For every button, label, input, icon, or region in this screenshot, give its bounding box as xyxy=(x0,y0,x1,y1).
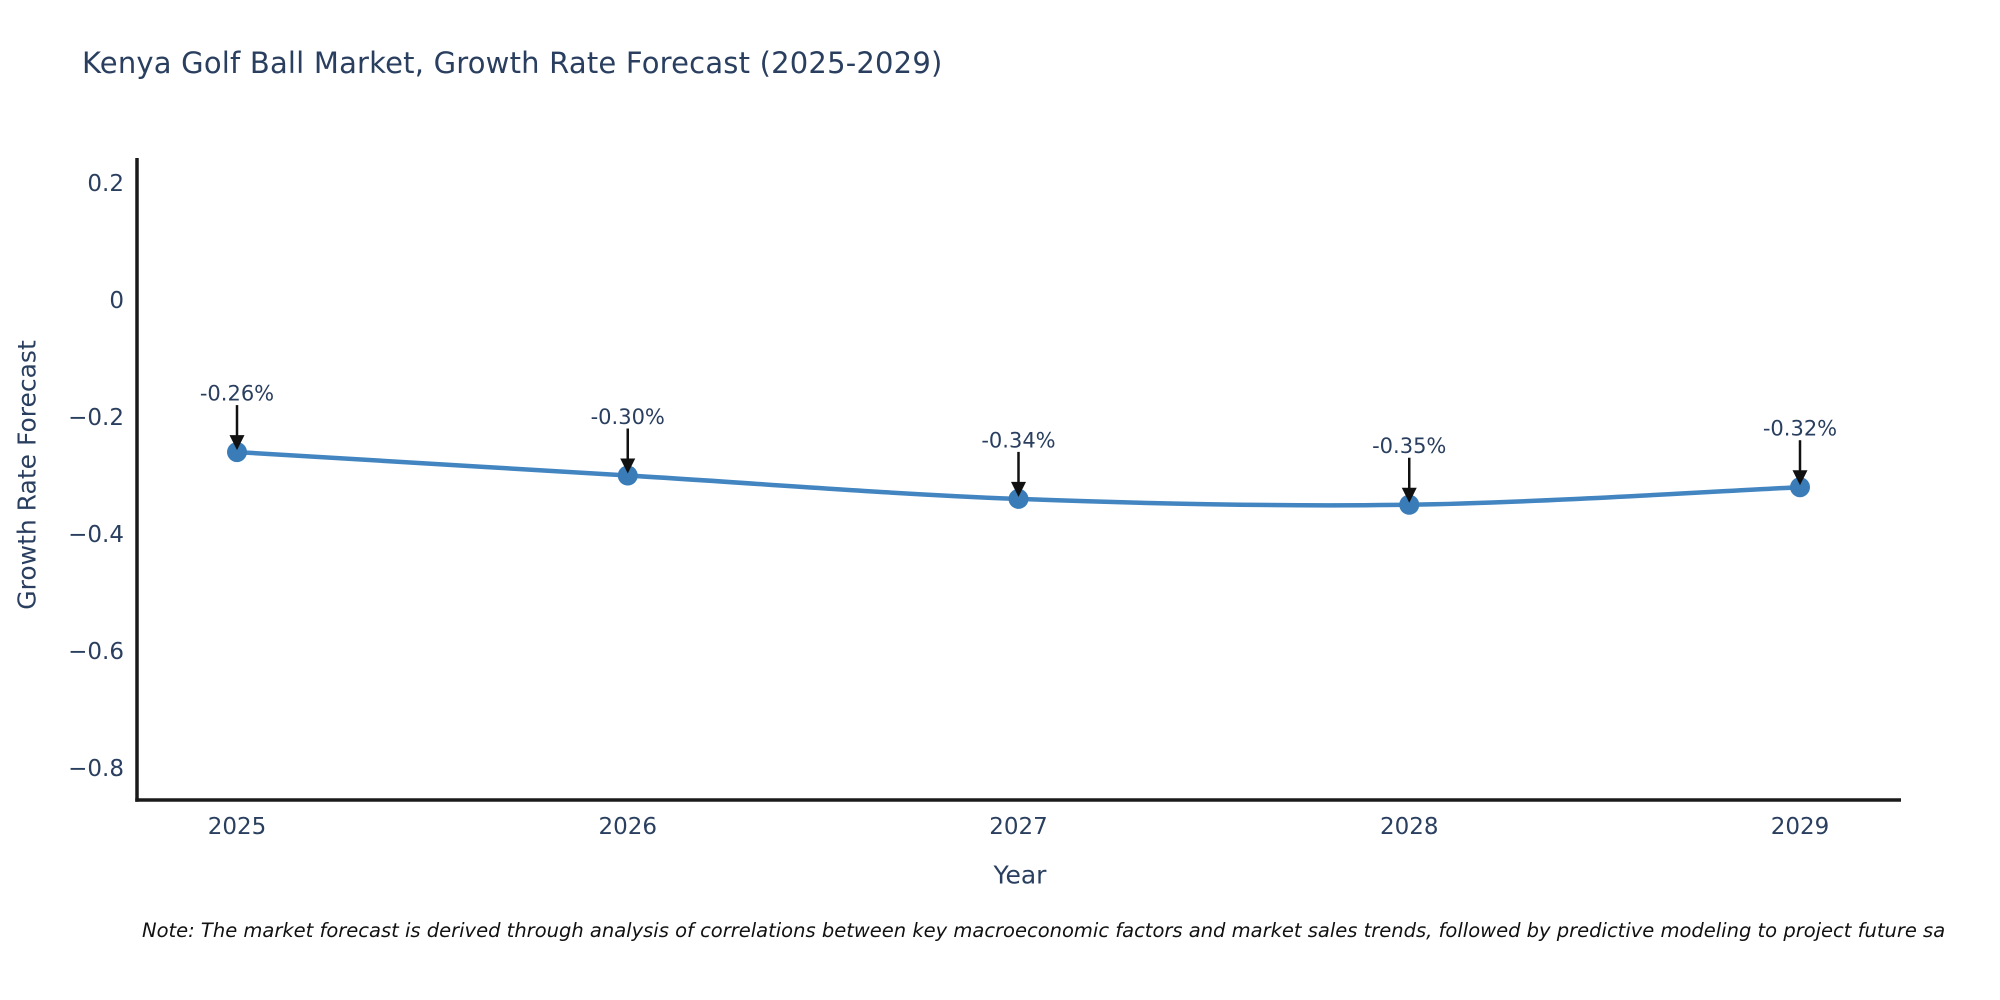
annotation-arrowhead xyxy=(1401,487,1417,503)
annotation-arrowhead xyxy=(1011,481,1026,497)
y-tick-label: −0.8 xyxy=(68,756,124,782)
annotation-label: -0.26% xyxy=(200,381,274,405)
x-tick-label: 2025 xyxy=(208,814,267,840)
y-tick-label: 0.2 xyxy=(87,171,124,197)
data-point xyxy=(1790,477,1810,498)
y-tick-label: −0.2 xyxy=(68,405,124,431)
x-tick-label: 2028 xyxy=(1380,814,1439,840)
footnote: Note: The market forecast is derived thr… xyxy=(142,919,1946,942)
data-point xyxy=(617,465,638,486)
y-axis-title: Growth Rate Forecast xyxy=(12,340,42,610)
x-tick-label: 2027 xyxy=(989,814,1048,840)
x-tick-label: 2026 xyxy=(598,814,657,840)
y-tick-label: −0.4 xyxy=(68,522,124,548)
y-tick-label: −0.6 xyxy=(68,639,124,665)
annotation-label: -0.30% xyxy=(591,405,665,429)
x-axis-title: Year xyxy=(993,860,1047,890)
annotation-label: -0.35% xyxy=(1372,434,1446,458)
annotation-arrowhead xyxy=(1792,470,1808,486)
data-point xyxy=(1399,494,1420,515)
data-point xyxy=(1008,488,1029,509)
annotation-arrowhead xyxy=(620,458,636,474)
x-tick-label: 2029 xyxy=(1771,814,1830,840)
annotation-arrowhead xyxy=(229,435,245,451)
y-tick-label: 0 xyxy=(109,288,124,314)
data-point xyxy=(227,442,247,463)
annotation-label: -0.32% xyxy=(1763,417,1837,441)
chart-title: Kenya Golf Ball Market, Growth Rate Fore… xyxy=(82,46,943,80)
annotation-label: -0.34% xyxy=(981,428,1055,452)
